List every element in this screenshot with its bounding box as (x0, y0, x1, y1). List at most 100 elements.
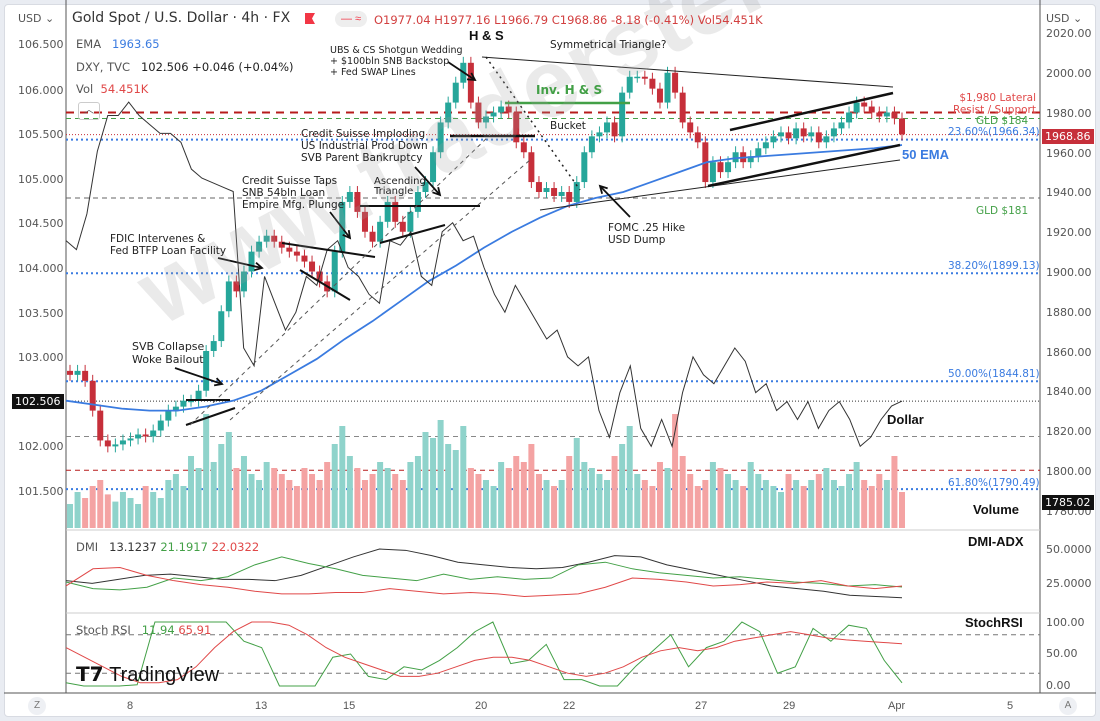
volume-bar (619, 444, 626, 528)
volume-bar (331, 444, 338, 528)
dollar-label: Dollar (887, 412, 924, 427)
candle-body (793, 128, 800, 139)
volume-bar (218, 444, 225, 528)
hs-annotation: H & S (469, 28, 504, 43)
stoch-legend[interactable]: Stoch RSI 11.94 65.91 (76, 623, 211, 637)
volume-bar (551, 486, 558, 528)
dmi-legend[interactable]: DMI 13.1237 21.1917 22.0322 (76, 540, 259, 554)
dxy-legend[interactable]: DXY, TVC 102.506 +0.046 (+0.04%) (76, 60, 294, 74)
compare-icon[interactable]: — ≈ (335, 11, 367, 27)
candle-body (777, 132, 784, 137)
collapse-legend-button[interactable]: ︿ (78, 102, 100, 120)
left-axis-label: 106.500 (18, 38, 64, 51)
volume-bar (483, 480, 489, 528)
fdic-annotation: FDIC Intervenes & Fed BTFP Loan Facility (110, 233, 227, 257)
vol-legend[interactable]: Vol 54.451K (76, 82, 148, 96)
candle-body (384, 201, 391, 222)
lateral-annotation: $1,980 Lateral Resist / Support (953, 92, 1036, 116)
vol-value: 54.451K (100, 82, 149, 96)
ohlc-change: -8.18 (-0.41%) (611, 13, 695, 27)
candle-body (596, 132, 603, 137)
left-axis-label: 103.000 (18, 351, 64, 364)
volume-bar (588, 468, 595, 528)
currency-right[interactable]: USD ⌄ (1046, 12, 1083, 25)
candle-body (142, 434, 149, 437)
volume-bar (324, 462, 331, 528)
volume-bar (286, 480, 293, 528)
inv-hs-annotation: Inv. H & S (536, 83, 603, 97)
candle-body (641, 76, 648, 79)
auto-scale-button[interactable]: A (1059, 697, 1077, 715)
candle-body (626, 76, 633, 93)
candle-body (649, 78, 656, 89)
candle-body (520, 142, 527, 153)
ema-value: 1963.65 (112, 37, 160, 51)
ema-legend[interactable]: EMA 1963.65 (76, 37, 160, 51)
tradingview-logo[interactable]: 𝗧𝟳 TradingView (76, 662, 219, 687)
stoch-axis-label: 100.00 (1046, 616, 1085, 629)
right-axis-label: 1980.00 (1046, 107, 1092, 120)
symbol-title[interactable]: Gold Spot / U.S. Dollar · 4h · FX (72, 10, 291, 26)
candle-body (808, 132, 815, 137)
time-axis-label: 20 (475, 700, 488, 712)
dmi-axis-label: 25.0000 (1046, 577, 1092, 590)
flag-icon[interactable] (305, 13, 315, 24)
ohlc-close: C1968.86 (551, 13, 608, 27)
volume-bar (604, 480, 611, 528)
volume-bar (346, 456, 353, 528)
candle-body (679, 92, 686, 123)
annotation-arrow (174, 367, 223, 385)
zoom-reset-button[interactable]: Z (28, 697, 46, 715)
volume-bar (528, 444, 535, 528)
candle-body (82, 370, 89, 381)
cs-taps-annotation: Credit Suisse Taps SNB 54bln Loan Empire… (242, 175, 345, 211)
dmi-adx-label: DMI-ADX (968, 534, 1024, 549)
stoch-label: Stoch RSI (76, 623, 131, 637)
right-axis-label: 2000.00 (1046, 67, 1092, 80)
volume-bar (883, 480, 890, 528)
candle-body (430, 152, 437, 183)
candle-body (437, 122, 444, 153)
volume-bar (82, 498, 89, 528)
volume-bar (263, 462, 270, 528)
right-axis-label: 1840.00 (1046, 385, 1092, 398)
candle-body (399, 221, 406, 232)
stoch-k-value: 11.94 (141, 623, 175, 637)
candle-body (180, 400, 187, 407)
volume-bar (823, 468, 830, 528)
volume-bar (135, 504, 142, 528)
arrow-head (213, 377, 224, 387)
volume-bar (203, 414, 210, 528)
candle-body (573, 182, 580, 202)
currency-left[interactable]: USD ⌄ (18, 12, 55, 25)
volume-bar (172, 474, 179, 528)
candle-body (475, 102, 482, 123)
volume-bar (256, 480, 263, 528)
volume-bar (498, 462, 505, 528)
triangle-lower-line (539, 159, 901, 211)
volume-bar (430, 438, 437, 528)
candle-body (899, 118, 905, 135)
candle-body (97, 410, 104, 441)
candle-body (853, 102, 860, 113)
volume-bar (641, 480, 648, 528)
arrow-head (466, 72, 477, 82)
candle-body (157, 420, 164, 431)
volume-bar (543, 480, 550, 528)
rising-channel-line (189, 134, 491, 426)
right-axis-label: 1920.00 (1046, 226, 1092, 239)
volume-bar (97, 480, 104, 528)
volume-bar (732, 480, 739, 528)
volume-bar (248, 474, 255, 528)
candle-body (883, 112, 890, 117)
candle-body (89, 380, 96, 411)
candle-body (309, 261, 316, 272)
volume-bar (460, 426, 467, 528)
candle-body (165, 410, 172, 421)
volume-bar (445, 444, 452, 528)
candle-body (467, 62, 474, 103)
volume-bar (414, 456, 421, 528)
crosshair-price-tag: 1785.02 (1042, 495, 1094, 510)
volume-bar (558, 480, 565, 528)
